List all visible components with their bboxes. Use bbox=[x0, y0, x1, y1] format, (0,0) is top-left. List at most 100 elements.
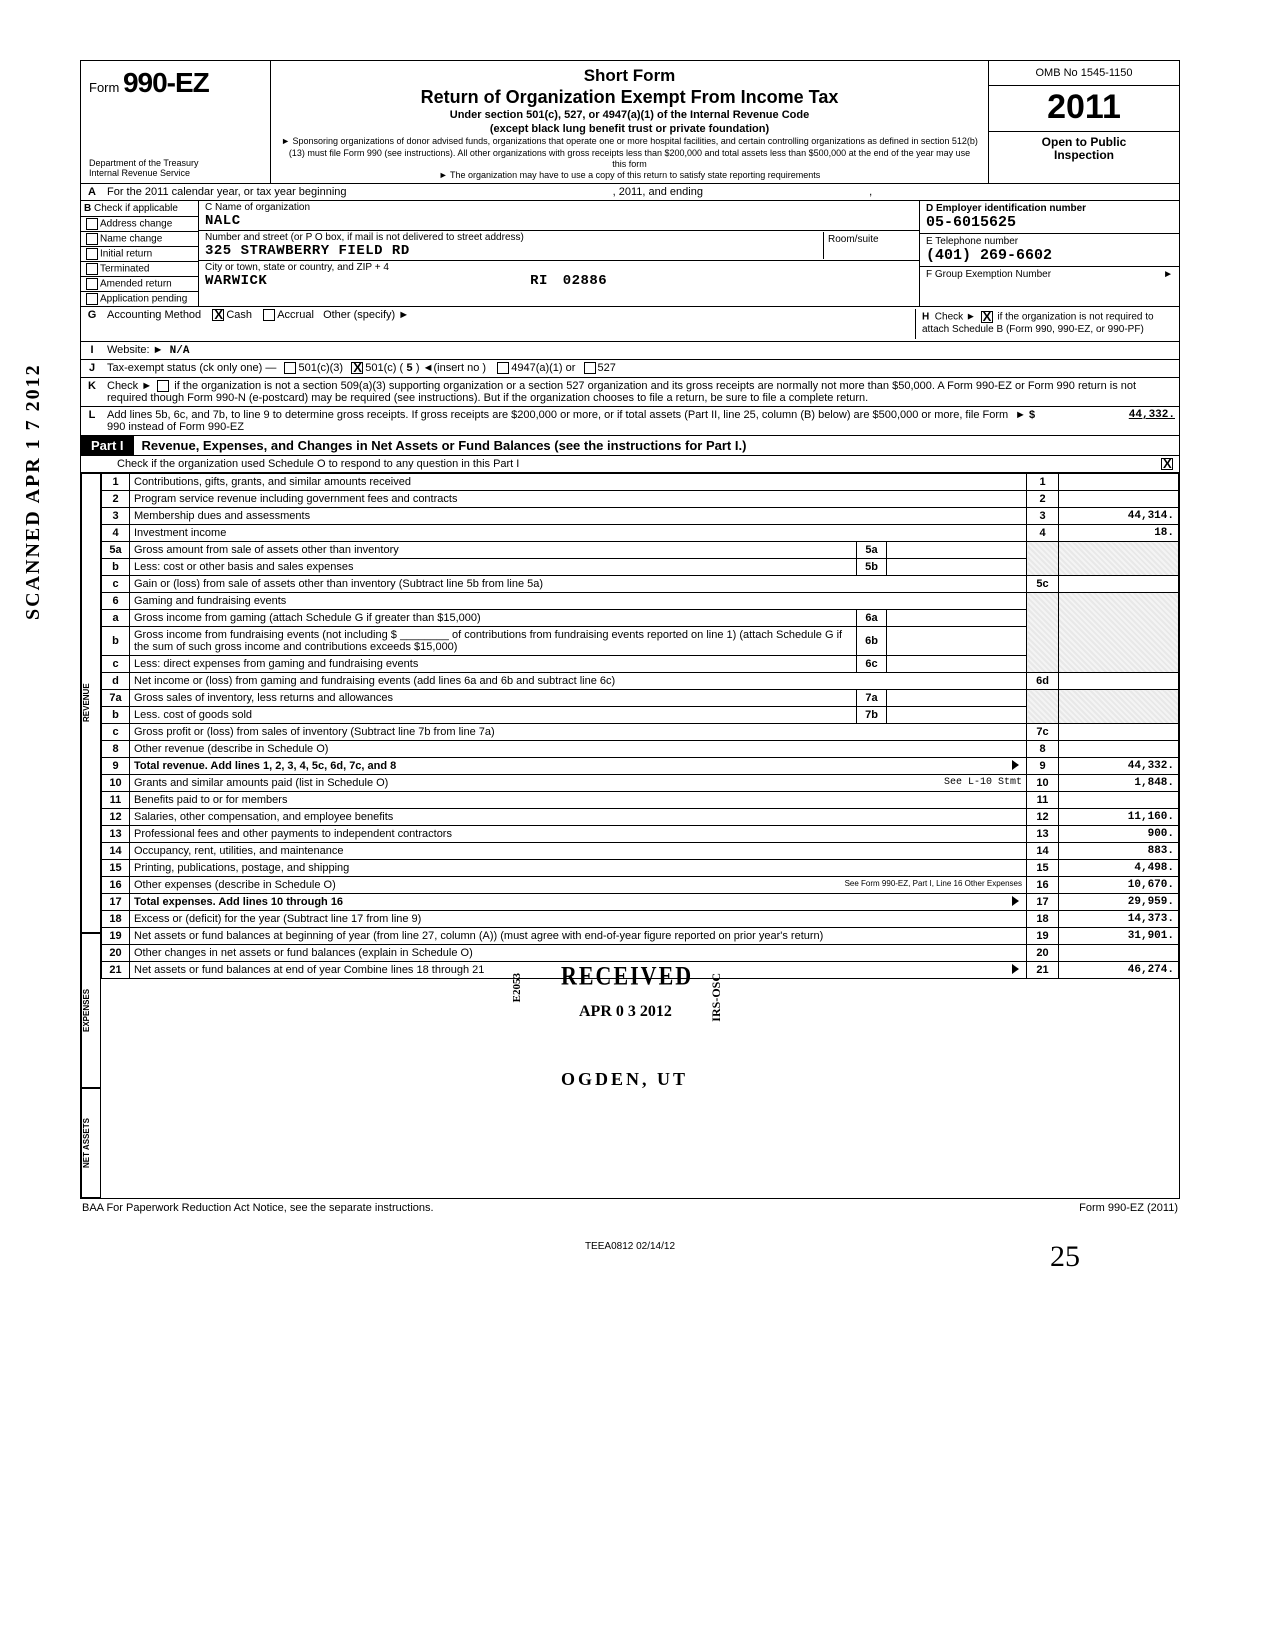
l16-t: Other expenses (describe in Schedule O)S… bbox=[130, 877, 1027, 894]
l14-n: 14 bbox=[102, 843, 130, 860]
l5b-n: b bbox=[102, 559, 130, 576]
l14-t: Occupancy, rent, utilities, and maintena… bbox=[130, 843, 1027, 860]
f-group: F Group Exemption Number ► bbox=[920, 267, 1179, 282]
chk-k[interactable] bbox=[157, 380, 169, 392]
l8-t: Other revenue (describe in Schedule O) bbox=[130, 741, 1027, 758]
l7a-n: 7a bbox=[102, 690, 130, 707]
chk-initial[interactable]: Initial return bbox=[81, 246, 198, 261]
line-l-letter: L bbox=[81, 407, 103, 435]
l12-t: Salaries, other compensation, and employ… bbox=[130, 809, 1027, 826]
chk-527[interactable] bbox=[584, 362, 596, 374]
l5a-n: 5a bbox=[102, 542, 130, 559]
l16-amt: 10,670. bbox=[1059, 877, 1179, 894]
l20-amt bbox=[1059, 945, 1179, 962]
line-g-letter: G bbox=[81, 307, 103, 341]
l6b-sn: 6b bbox=[857, 627, 887, 656]
part1-check-text: Check if the organization used Schedule … bbox=[117, 458, 519, 470]
line-k-body: Check ► if the organization is not a sec… bbox=[103, 378, 1179, 406]
l9-rn: 9 bbox=[1027, 758, 1059, 775]
l8-n: 8 bbox=[102, 741, 130, 758]
l5a-sn: 5a bbox=[857, 542, 887, 559]
chk-term[interactable]: Terminated bbox=[81, 261, 198, 276]
chk-address[interactable]: Address change bbox=[81, 216, 198, 231]
l14-rn: 14 bbox=[1027, 843, 1059, 860]
d-ein: D Employer identification number 05-6015… bbox=[920, 201, 1179, 234]
l5c-t: Gain or (loss) from sale of assets other… bbox=[130, 576, 1027, 593]
chk-501c3[interactable] bbox=[284, 362, 296, 374]
l6c-sn: 6c bbox=[857, 656, 887, 673]
l10-tt: Grants and similar amounts paid (list in… bbox=[134, 777, 388, 789]
l13-amt: 900. bbox=[1059, 826, 1179, 843]
inspection-notice: Open to Public Inspection bbox=[989, 132, 1179, 166]
arrow-icon bbox=[1012, 964, 1019, 974]
l15-amt: 4,498. bbox=[1059, 860, 1179, 877]
subtitle4: ► The organization may have to use a cop… bbox=[281, 170, 978, 181]
header-left: Form 990-EZ Department of the Treasury I… bbox=[81, 61, 271, 183]
l9-t: Total revenue. Add lines 1, 2, 3, 4, 5c,… bbox=[130, 758, 1027, 775]
l12-rn: 12 bbox=[1027, 809, 1059, 826]
l10-rn: 10 bbox=[1027, 775, 1059, 792]
line-a-text: For the 2011 calendar year, or tax year … bbox=[107, 186, 347, 198]
part1-check-body: Check if the organization used Schedule … bbox=[81, 456, 1179, 472]
f-arrow: ► bbox=[1163, 269, 1173, 280]
l6d-amt bbox=[1059, 673, 1179, 690]
part1-check-row: Check if the organization used Schedule … bbox=[80, 456, 1180, 473]
l4-t: Investment income bbox=[130, 525, 1027, 542]
line-h-text: Check ► bbox=[935, 312, 976, 323]
chk-amended[interactable]: Amended return bbox=[81, 276, 198, 291]
l6b-t: Gross income from fundraising events (no… bbox=[130, 627, 857, 656]
chk-accrual[interactable] bbox=[263, 309, 275, 321]
chk-pending[interactable]: Application pending bbox=[81, 291, 198, 306]
subtitle: Under section 501(c), 527, or 4947(a)(1)… bbox=[281, 109, 978, 123]
chk-name[interactable]: Name change bbox=[81, 231, 198, 246]
l16-rn: 16 bbox=[1027, 877, 1059, 894]
l7c-n: c bbox=[102, 724, 130, 741]
line-j-letter: J bbox=[81, 360, 103, 377]
l7b-n: b bbox=[102, 707, 130, 724]
l3-amt: 44,314. bbox=[1059, 508, 1179, 525]
line-k-para: if the organization is not a section 509… bbox=[107, 380, 1136, 404]
chk-h[interactable] bbox=[981, 311, 993, 323]
line-l-row: L Add lines 5b, 6c, and 7b, to line 9 to… bbox=[80, 407, 1180, 436]
l7c-amt bbox=[1059, 724, 1179, 741]
chk-4947[interactable] bbox=[497, 362, 509, 374]
h-box: H Check ► if the organization is not req… bbox=[915, 309, 1175, 339]
tax-year: 2011 bbox=[989, 86, 1179, 132]
l21-n: 21 bbox=[102, 962, 130, 979]
l9-amt: 44,332. bbox=[1059, 758, 1179, 775]
line-b-letter: B bbox=[84, 203, 91, 214]
chk-term-label: Terminated bbox=[100, 264, 149, 275]
l11-n: 11 bbox=[102, 792, 130, 809]
l6d-n: d bbox=[102, 673, 130, 690]
l4-amt: 18. bbox=[1059, 525, 1179, 542]
l6a-sn: 6a bbox=[857, 610, 887, 627]
org-zip: 02886 bbox=[563, 273, 608, 289]
chk-pending-label: Application pending bbox=[100, 294, 187, 305]
chk-501c[interactable] bbox=[351, 362, 363, 374]
chk-cash[interactable] bbox=[212, 309, 224, 321]
phone-value: (401) 269-6602 bbox=[926, 247, 1173, 264]
l6c-n: c bbox=[102, 656, 130, 673]
form-label: Form bbox=[89, 80, 119, 95]
form-990ez: SCANNED APR 1 7 2012 Form 990-EZ Departm… bbox=[80, 60, 1180, 1252]
identity-main: C Name of organization NALC Number and s… bbox=[199, 201, 919, 306]
l16-tt: Other expenses (describe in Schedule O) bbox=[134, 879, 336, 891]
l7a-t: Gross sales of inventory, less returns a… bbox=[130, 690, 857, 707]
l10-t: Grants and similar amounts paid (list in… bbox=[130, 775, 1027, 792]
l15-n: 15 bbox=[102, 860, 130, 877]
dept-block: Department of the Treasury Internal Reve… bbox=[89, 159, 262, 179]
l7b-t: Less. cost of goods sold bbox=[130, 707, 857, 724]
l7b-sn: 7b bbox=[857, 707, 887, 724]
part1-title: Revenue, Expenses, and Changes in Net As… bbox=[134, 436, 755, 455]
c-name-row: C Name of organization NALC bbox=[199, 201, 919, 231]
chk-address-label: Address change bbox=[100, 219, 172, 230]
l5a-t: Gross amount from sale of assets other t… bbox=[130, 542, 857, 559]
addr-row: Number and street (or P O box, if mail i… bbox=[199, 231, 919, 261]
l6c-t: Less: direct expenses from gaming and fu… bbox=[130, 656, 857, 673]
form-number-big: 990-EZ bbox=[123, 67, 209, 98]
l6a-t: Gross income from gaming (attach Schedul… bbox=[130, 610, 857, 627]
l13-t: Professional fees and other payments to … bbox=[130, 826, 1027, 843]
part1-tag: Part I bbox=[81, 436, 134, 455]
line-k-text: Check ► bbox=[107, 380, 152, 392]
chk-schedule-o[interactable] bbox=[1161, 458, 1173, 470]
